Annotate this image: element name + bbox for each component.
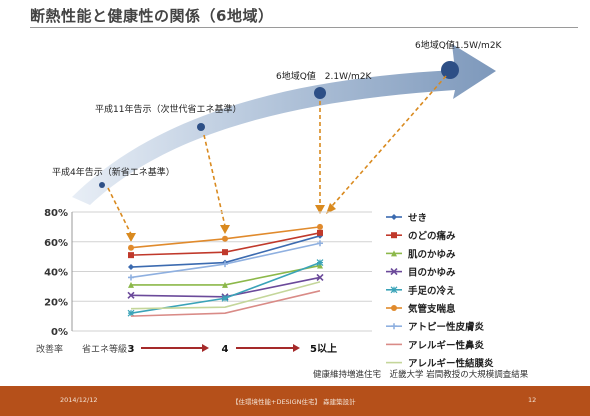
legend-marker [391,323,397,330]
data-point [317,223,323,230]
footer-company: 【住環境性能+DESIGN住宅】 森建築設計 [232,398,356,406]
x-tick-label: 3 [128,344,135,355]
footer-page-number: 12 [528,396,537,404]
x-tick-label: 5以上 [310,342,337,355]
milestone-dot [197,123,205,131]
x-axis-arrow-head [293,344,300,352]
milestone-dot [441,61,459,79]
footer-bar: 2014/12/12 【住環境性能+DESIGN住宅】 森建築設計 12 [0,386,590,416]
x-axis-arrow-head [202,344,209,352]
y-axis-title: 改善率 [36,343,63,355]
milestone-label: 平成11年告示（次世代省エネ基準） [95,103,241,115]
chart-figure: 平成4年告示（新省エネ基準） 平成11年告示（次世代省エネ基準） 6地域Q値 2.1… [36,39,503,370]
pointer-arrowhead [326,203,336,214]
legend-marker [391,214,397,220]
legend-marker [391,232,397,239]
milestone-dot [99,182,105,188]
legend-label: せき [408,213,427,224]
legend-label: 目のかゆみ [408,268,456,279]
data-point [128,252,134,259]
y-tick-label: 20% [44,297,68,308]
data-point [127,291,135,299]
data-point [221,294,229,302]
data-point [316,259,324,266]
data-point [128,264,134,271]
milestone-dot [314,87,326,99]
data-point [128,281,134,288]
legend-label: 肌のかゆみ [407,249,456,260]
data-point [222,235,228,242]
line-chart: 0% 20% 40% 60% 80% [44,208,372,338]
milestone-label: 平成4年告示（新省エネ基準） [52,166,175,178]
legend-marker [391,305,397,311]
pointer-arrowhead [126,233,136,242]
legend-marker [390,268,398,276]
pointer-arrowhead [220,225,230,234]
data-point [222,249,228,256]
x-axis-row: 改善率 省エネ等級 3 4 5以上 [36,342,337,355]
series-line [130,290,321,317]
pointer-arrowhead [315,205,325,214]
x-axis-title: 省エネ等級 [82,343,127,355]
data-point [128,244,134,251]
legend-label: アトピー性皮膚炎 [408,321,485,333]
milestone-label: 6地域Q値 2.1W/m2K [276,70,373,82]
series-line [131,264,321,286]
arrow-annotations: 平成4年告示（新省エネ基準） 平成11年告示（次世代省エネ基準） 6地域Q値 2.1… [52,39,503,242]
legend-label: のどの痛み [408,230,456,242]
slide-title: 断熱性能と健康性の関係（6地域） [30,7,274,25]
chart-legend: せきのどの痛み肌のかゆみ目のかゆみ手足の冷え気管支喘息アトピー性皮膚炎アレルギー… [386,213,494,370]
legend-label: アレルギー性鼻炎 [408,339,485,351]
milestone-label: 6地域Q値1.5W/m2K [415,39,503,51]
pointer-dashed-line [107,187,132,235]
x-tick-label: 4 [222,344,229,355]
source-note: 健康維持増進住宅 近畿大学 岩間教授の大規模調査結果 [313,370,529,380]
data-point [128,274,134,281]
pointer-dashed-line [203,134,226,227]
series-line [130,281,321,310]
data-point [222,261,228,268]
y-tick-label: 0% [51,327,68,338]
legend-label: アレルギー性結膜炎 [408,358,494,370]
legend-marker [391,250,397,257]
legend-marker [390,286,398,294]
data-point [317,240,323,247]
y-tick-label: 60% [44,238,68,249]
data-point [222,281,228,288]
footer-date: 2014/12/12 [60,396,98,404]
data-point [316,273,324,282]
y-tick-label: 40% [44,268,68,279]
data-point [317,229,323,236]
title-divider [30,27,578,28]
pointer-dashed-line [331,75,447,207]
legend-label: 手足の冷え [408,285,456,297]
progress-arrow-shape [72,44,496,205]
y-tick-label: 80% [44,208,68,219]
data-point [127,309,135,317]
legend-label: 気管支喘息 [408,303,456,315]
